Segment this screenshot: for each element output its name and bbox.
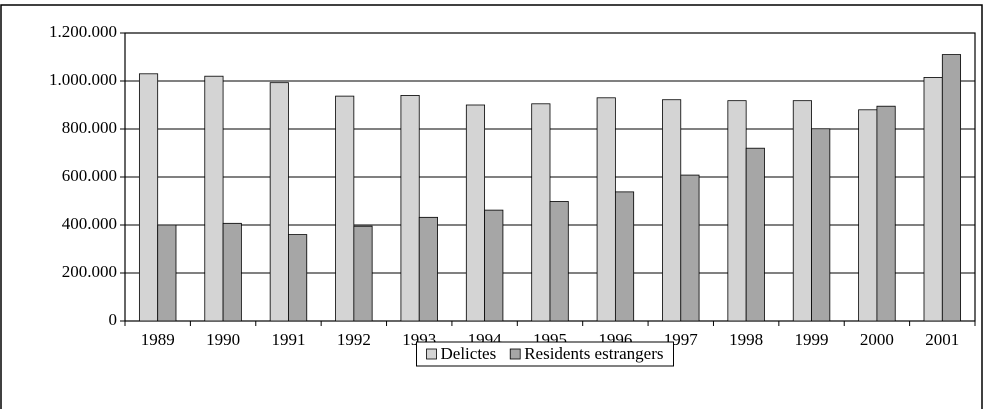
y-tick-label: 800.000 (62, 118, 117, 137)
bar (792, 100, 812, 322)
x-tick-label: 1998 (729, 330, 763, 349)
x-tick-label: 1989 (141, 330, 175, 349)
bar (204, 75, 224, 322)
legend-swatch (509, 348, 521, 360)
bar (727, 100, 747, 322)
bar (549, 201, 569, 322)
bar (138, 73, 159, 322)
y-tick-label: 400.000 (62, 214, 117, 233)
y-tick-label: 1.000.000 (49, 70, 117, 89)
bar (876, 105, 896, 322)
y-tick-label: 200.000 (62, 262, 117, 281)
bar (680, 174, 700, 322)
bar (745, 147, 765, 322)
bar (157, 224, 177, 322)
x-tick-label: 1990 (206, 330, 240, 349)
bar (400, 95, 420, 322)
bar (484, 209, 504, 322)
bar (531, 103, 551, 322)
bar (465, 104, 486, 322)
legend-box (416, 341, 674, 367)
bar (418, 216, 438, 322)
x-tick-label: 1992 (337, 330, 371, 349)
x-tick-label: 2001 (925, 330, 959, 349)
legend-label: Residents estrangers (524, 344, 663, 363)
y-tick-label: 0 (109, 310, 118, 329)
bar (923, 77, 943, 322)
bar (662, 99, 682, 322)
x-tick-label: 1999 (795, 330, 829, 349)
x-tick-label: 1991 (271, 330, 305, 349)
bar (353, 225, 373, 322)
x-tick-label: 2000 (860, 330, 894, 349)
y-tick-label: 1.200.000 (49, 22, 117, 41)
bar (596, 97, 616, 322)
legend-swatch (426, 348, 437, 360)
bar (222, 222, 242, 322)
bar (941, 54, 962, 322)
bar (858, 109, 878, 322)
y-tick-label: 600.000 (62, 166, 117, 185)
bar (614, 191, 635, 322)
legend-label: Delictes (441, 344, 497, 363)
bar (335, 95, 355, 322)
bar (288, 234, 308, 322)
frame (0, 4, 983, 409)
bar (811, 128, 831, 322)
bar (269, 82, 289, 322)
